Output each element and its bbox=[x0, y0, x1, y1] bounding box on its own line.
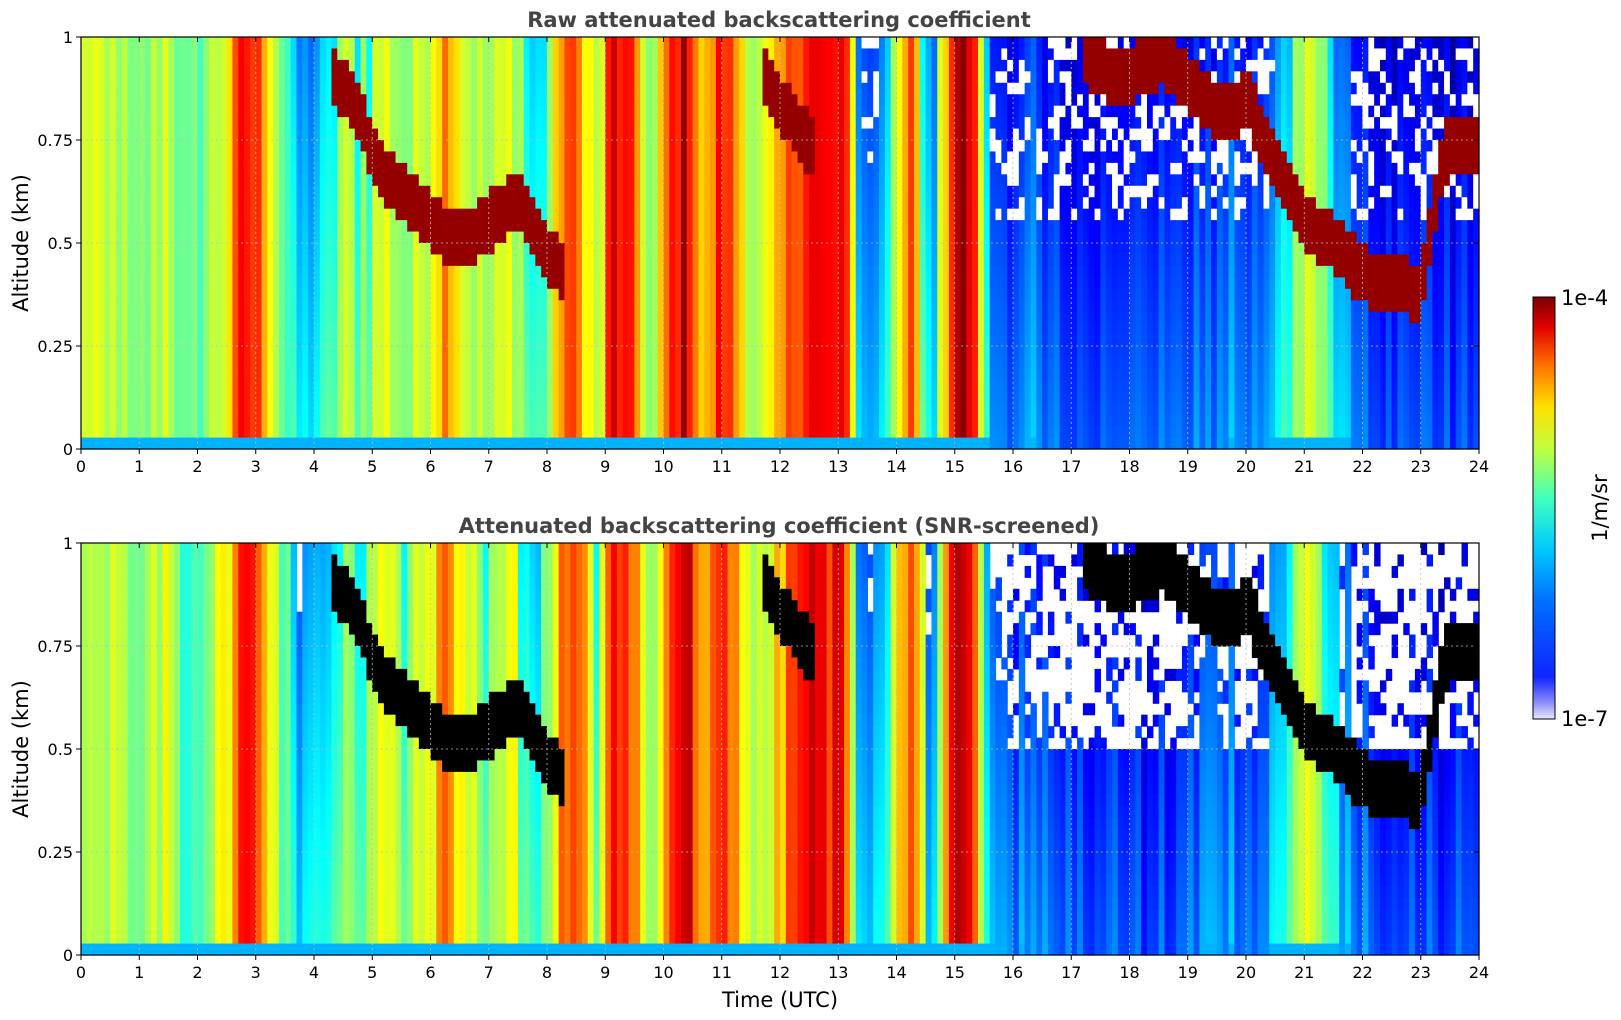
panel-1-title: Raw attenuated backscattering coefficien… bbox=[527, 8, 1031, 32]
x-tick-label: 23 bbox=[1411, 963, 1431, 982]
x-tick-label: 18 bbox=[1119, 457, 1139, 476]
x-tick-label: 10 bbox=[653, 963, 673, 982]
panel-2-x-axis: 0 1 2 3 4 5 6 7 8 9 10 11 12 13 14 15 16 17 18 19 20 21 22 23 24 bbox=[76, 543, 1489, 982]
y-tick-label: 0.5 bbox=[48, 234, 73, 253]
x-tick-label: 19 bbox=[1178, 457, 1198, 476]
panel-1-y-label: Altitude (km) bbox=[9, 174, 33, 312]
colorbar-units-label: 1/m/sr bbox=[1588, 474, 1612, 542]
y-tick-label: 1 bbox=[63, 28, 73, 47]
colorbar: 1e-4 1e-7 1/m/sr bbox=[1532, 286, 1612, 731]
x-tick-label: 4 bbox=[309, 963, 319, 982]
x-tick-label: 0 bbox=[76, 457, 86, 476]
x-tick-label: 14 bbox=[886, 963, 906, 982]
x-tick-label: 1 bbox=[134, 963, 144, 982]
screened-backscatter-panel: Attenuated backscattering coefficient (S… bbox=[9, 514, 1489, 1012]
panel-1-y-axis: 0 0.25 0.5 0.75 1 bbox=[37, 28, 1479, 459]
y-tick-label: 1 bbox=[63, 534, 73, 553]
x-tick-label: 22 bbox=[1352, 457, 1372, 476]
x-tick-label: 11 bbox=[712, 457, 732, 476]
x-tick-label: 13 bbox=[828, 457, 848, 476]
x-tick-label: 5 bbox=[367, 457, 377, 476]
y-tick-label: 0.25 bbox=[37, 843, 73, 862]
x-tick-label: 24 bbox=[1469, 963, 1489, 982]
x-tick-label: 13 bbox=[828, 963, 848, 982]
x-tick-label: 21 bbox=[1294, 457, 1314, 476]
panel-1-x-axis: 0 1 2 3 4 5 6 7 8 9 10 11 12 13 14 15 16 17 18 19 20 21 22 23 24 bbox=[76, 37, 1489, 476]
y-tick-label: 0.25 bbox=[37, 337, 73, 356]
panel-1-grid bbox=[81, 37, 1479, 449]
x-tick-label: 17 bbox=[1061, 457, 1081, 476]
x-tick-label: 3 bbox=[251, 457, 261, 476]
x-tick-label: 12 bbox=[770, 963, 790, 982]
panel-2-grid bbox=[81, 543, 1479, 955]
panel-2-title: Attenuated backscattering coefficient (S… bbox=[459, 514, 1100, 538]
colorbar-max-label: 1e-4 bbox=[1561, 286, 1608, 310]
y-tick-label: 0.75 bbox=[37, 637, 73, 656]
raw-backscatter-heatmap bbox=[81, 37, 1480, 450]
x-tick-label: 10 bbox=[653, 457, 673, 476]
x-tick-label: 20 bbox=[1236, 963, 1256, 982]
x-tick-label: 17 bbox=[1061, 963, 1081, 982]
x-tick-label: 15 bbox=[945, 457, 965, 476]
screened-backscatter-heatmap bbox=[81, 543, 1480, 956]
x-tick-label: 16 bbox=[1003, 963, 1023, 982]
x-tick-label: 3 bbox=[251, 963, 261, 982]
x-tick-label: 21 bbox=[1294, 963, 1314, 982]
panel-2-y-label: Altitude (km) bbox=[9, 680, 33, 818]
x-tick-label: 15 bbox=[945, 963, 965, 982]
raw-backscatter-panel: Raw attenuated backscattering coefficien… bbox=[9, 8, 1489, 476]
x-tick-label: 11 bbox=[712, 963, 732, 982]
x-tick-label: 23 bbox=[1411, 457, 1431, 476]
x-tick-label: 14 bbox=[886, 457, 906, 476]
x-tick-label: 6 bbox=[425, 963, 435, 982]
x-tick-label: 22 bbox=[1352, 963, 1372, 982]
x-tick-label: 12 bbox=[770, 457, 790, 476]
x-tick-label: 9 bbox=[600, 457, 610, 476]
x-tick-label: 4 bbox=[309, 457, 319, 476]
x-tick-label: 18 bbox=[1119, 963, 1139, 982]
x-tick-label: 24 bbox=[1469, 457, 1489, 476]
x-axis-label: Time (UTC) bbox=[721, 988, 838, 1012]
y-tick-label: 0 bbox=[63, 946, 73, 965]
x-tick-label: 19 bbox=[1178, 963, 1198, 982]
x-tick-label: 8 bbox=[542, 963, 552, 982]
y-tick-label: 0.5 bbox=[48, 740, 73, 759]
x-tick-label: 7 bbox=[484, 963, 494, 982]
x-tick-label: 2 bbox=[192, 963, 202, 982]
x-tick-label: 9 bbox=[600, 963, 610, 982]
colorbar-min-label: 1e-7 bbox=[1561, 707, 1608, 731]
x-tick-label: 0 bbox=[76, 963, 86, 982]
x-tick-label: 2 bbox=[192, 457, 202, 476]
y-tick-label: 0.75 bbox=[37, 131, 73, 150]
x-tick-label: 20 bbox=[1236, 457, 1256, 476]
panel-2-y-axis: 0 0.25 0.5 0.75 1 bbox=[37, 534, 1479, 965]
x-tick-label: 1 bbox=[134, 457, 144, 476]
x-tick-label: 7 bbox=[484, 457, 494, 476]
y-tick-label: 0 bbox=[63, 440, 73, 459]
x-tick-label: 5 bbox=[367, 963, 377, 982]
colorbar-gradient bbox=[1532, 296, 1556, 720]
x-tick-label: 16 bbox=[1003, 457, 1023, 476]
x-tick-label: 6 bbox=[425, 457, 435, 476]
x-tick-label: 8 bbox=[542, 457, 552, 476]
